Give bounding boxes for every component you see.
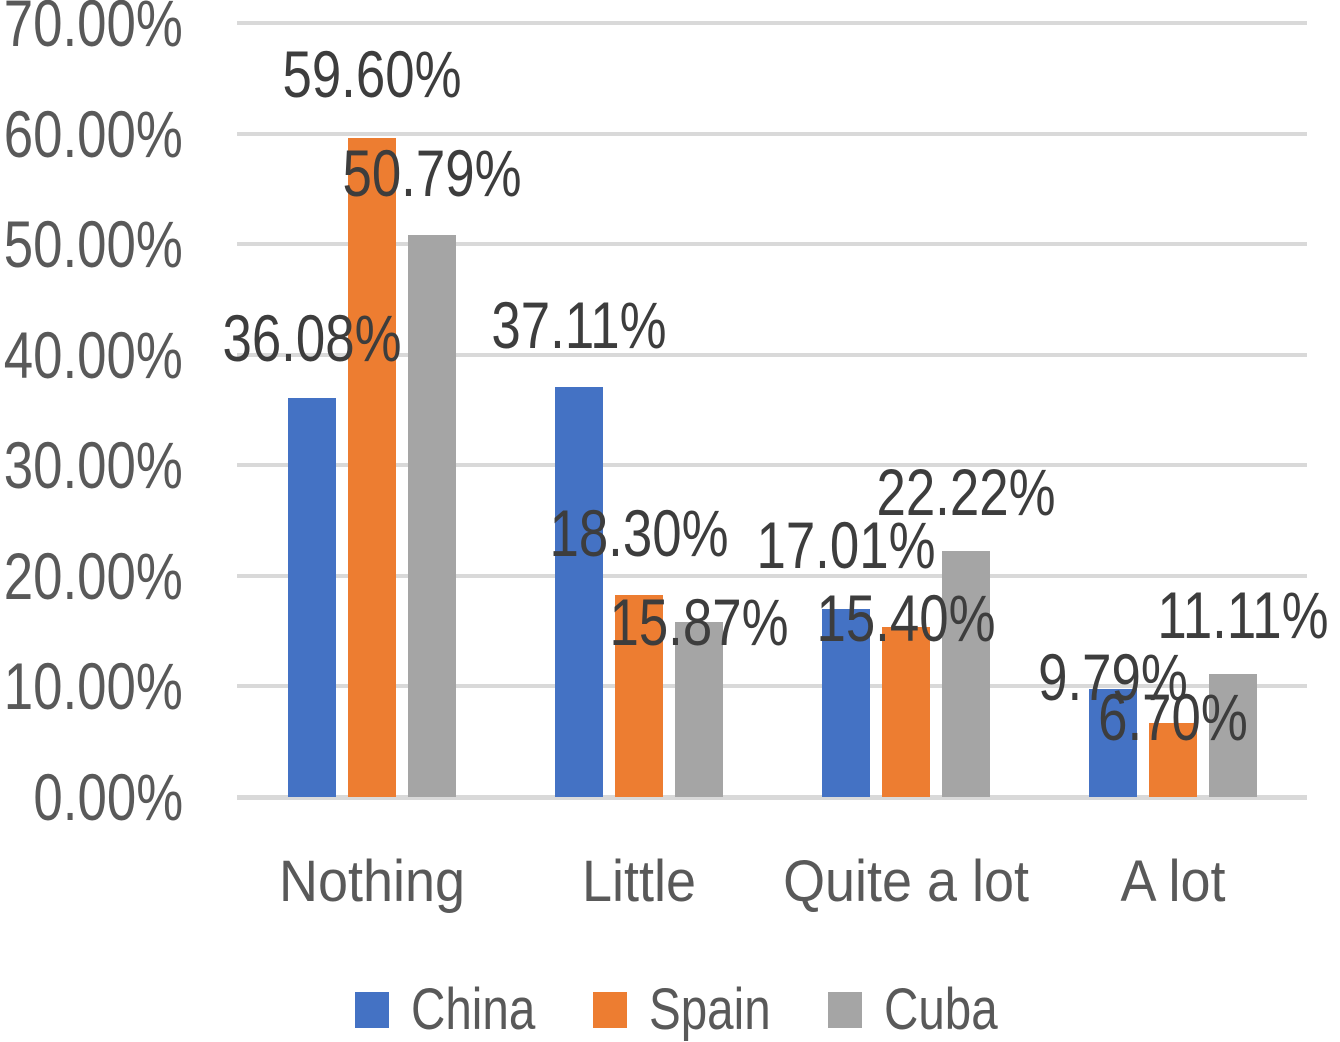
x-category-label-quite-a-lot: Quite a lot xyxy=(783,849,1029,914)
x-category-label-a-lot: A lot xyxy=(1120,849,1226,914)
legend-label-spain: Spain xyxy=(649,977,771,1042)
data-label-china-nothing: 36.08% xyxy=(222,301,402,375)
bar-spain-a-lot xyxy=(1149,722,1197,797)
bar-cuba-nothing xyxy=(408,235,456,797)
gridline-20pct xyxy=(237,574,1307,578)
y-tick-text: 40.00% xyxy=(3,317,183,392)
data-label-spain-a-lot: 6.70% xyxy=(1098,680,1248,754)
bar-spain-quite-a-lot xyxy=(882,626,930,797)
data-label-cuba-nothing: 50.79% xyxy=(342,136,522,210)
legend-item-spain: Spain xyxy=(593,981,797,1039)
y-tick-text: 0.00% xyxy=(33,760,183,834)
y-tick-text: 10.00% xyxy=(3,649,183,724)
gridline-0pct xyxy=(237,795,1307,800)
y-tick-text: 20.00% xyxy=(3,538,183,613)
data-label-spain-little: 18.30% xyxy=(549,496,729,570)
legend-label-cuba: Cuba xyxy=(884,977,998,1042)
legend-item-china: China xyxy=(355,981,563,1039)
data-label-cuba-quite-a-lot: 22.22% xyxy=(876,455,1056,529)
gridline-70pct xyxy=(237,21,1307,25)
data-label-cuba-little: 15.87% xyxy=(609,585,789,659)
y-tick-label-0pct: 0.00% xyxy=(0,764,183,830)
legend-swatch-spain-icon xyxy=(593,992,627,1028)
y-tick-label-60pct: 60.00% xyxy=(0,101,183,167)
bar-cuba-a-lot xyxy=(1209,674,1257,797)
bar-cuba-quite-a-lot xyxy=(942,551,990,797)
gridline-40pct xyxy=(237,353,1307,357)
data-label-cuba-a-lot: 11.11% xyxy=(1157,578,1329,652)
legend-swatch-china-icon xyxy=(355,992,389,1028)
bar-spain-little xyxy=(615,594,663,797)
y-tick-text: 70.00% xyxy=(3,0,183,61)
y-tick-text: 30.00% xyxy=(3,428,183,503)
y-tick-label-20pct: 20.00% xyxy=(0,543,183,609)
gridline-60pct xyxy=(237,132,1307,136)
data-label-china-quite-a-lot: 17.01% xyxy=(756,508,936,582)
y-tick-label-10pct: 10.00% xyxy=(0,653,183,719)
y-tick-text: 50.00% xyxy=(3,207,183,282)
data-label-china-little: 37.11% xyxy=(491,288,667,362)
y-tick-text: 60.00% xyxy=(3,96,183,171)
data-label-spain-quite-a-lot: 15.40% xyxy=(816,581,996,655)
data-label-china-a-lot: 9.79% xyxy=(1038,640,1188,714)
x-category-label-little: Little xyxy=(582,849,696,914)
bar-china-quite-a-lot xyxy=(822,608,870,797)
legend-item-cuba: Cuba xyxy=(828,981,1023,1039)
y-tick-label-30pct: 30.00% xyxy=(0,432,183,498)
y-tick-label-50pct: 50.00% xyxy=(0,211,183,277)
legend-label-china: China xyxy=(411,977,536,1042)
data-label-spain-nothing: 59.60% xyxy=(282,37,462,111)
bar-china-nothing xyxy=(288,398,336,797)
bar-cuba-little xyxy=(675,621,723,797)
bar-china-little xyxy=(555,386,603,797)
gridline-30pct xyxy=(237,463,1307,467)
legend-swatch-cuba-icon xyxy=(828,992,862,1028)
y-tick-label-70pct: 70.00% xyxy=(0,0,183,56)
bar-china-a-lot xyxy=(1089,688,1137,797)
x-category-label-nothing: Nothing xyxy=(279,849,465,914)
gridline-50pct xyxy=(237,242,1307,246)
bar-spain-nothing xyxy=(348,138,396,797)
y-tick-label-40pct: 40.00% xyxy=(0,322,183,388)
gridline-10pct xyxy=(237,684,1307,688)
